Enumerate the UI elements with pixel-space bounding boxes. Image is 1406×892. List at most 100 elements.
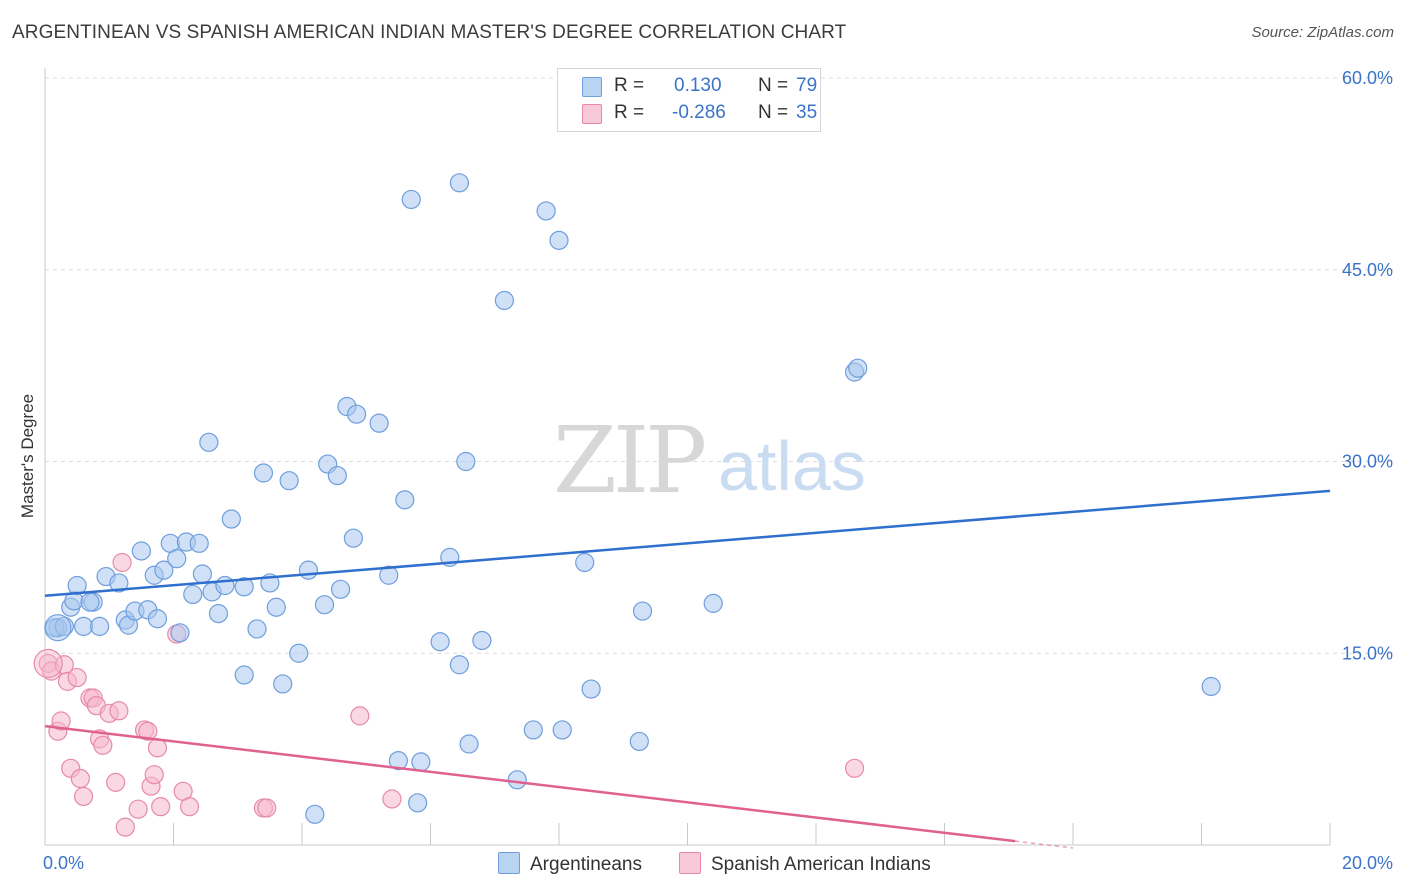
data-point-spanish-american-indians — [106, 772, 126, 792]
data-point-spanish-american-indians — [73, 786, 94, 807]
data-point-argentineans — [581, 679, 601, 699]
legend-r-label: R = — [614, 102, 645, 123]
data-point-argentineans — [848, 358, 868, 378]
data-point-argentineans — [1201, 676, 1221, 697]
y-tick-label: 60.0% — [1342, 68, 1393, 88]
data-point-argentineans — [73, 616, 94, 637]
data-point-argentineans — [289, 643, 309, 663]
data-point-spanish-american-indians — [844, 758, 865, 778]
data-point-argentineans — [379, 565, 399, 585]
legend-n-value: 79 — [796, 75, 818, 96]
tick-labels: 15.0% 30.0% 45.0% 60.0% 0.0% 20.0% — [43, 68, 1393, 873]
data-point-spanish-american-indians — [93, 735, 113, 755]
x-tick-label: 20.0% — [1342, 853, 1393, 873]
watermark: ZIP atlas — [553, 407, 866, 514]
data-point-spanish-american-indians — [67, 667, 87, 688]
legend-swatch-blue — [582, 77, 602, 97]
data-point-spanish-american-indians — [112, 552, 132, 573]
data-point-argentineans — [221, 509, 241, 529]
data-point-argentineans — [408, 793, 428, 813]
gridlines — [45, 77, 1395, 654]
data-point-argentineans — [430, 632, 450, 652]
data-point-argentineans — [167, 549, 187, 569]
legend-r-value: -0.286 — [672, 102, 726, 123]
data-point-spanish-american-indians — [128, 799, 148, 819]
chart-title: ARGENTINEAN VS SPANISH AMERICAN INDIAN M… — [12, 22, 847, 43]
bottom-legend-label: Spanish American Indians — [711, 854, 931, 875]
data-point-argentineans — [552, 720, 572, 740]
data-point-argentineans — [327, 465, 347, 486]
legend-r-label: R = — [614, 75, 645, 96]
bottom-legend-spanish-american-indians: Spanish American Indians — [679, 852, 931, 876]
data-point-argentineans — [234, 665, 254, 685]
data-point-argentineans — [549, 230, 569, 250]
data-point-argentineans — [279, 471, 299, 491]
data-point-spanish-american-indians — [70, 768, 90, 789]
data-point-argentineans — [401, 189, 421, 210]
data-point-argentineans — [536, 201, 556, 221]
data-point-argentineans — [494, 290, 514, 311]
data-point-argentineans — [247, 619, 267, 639]
data-point-argentineans — [273, 674, 293, 694]
data-point-argentineans — [703, 593, 723, 613]
bottom-legend-swatch-pink — [679, 852, 701, 874]
data-point-argentineans — [147, 609, 168, 629]
y-tick-label: 15.0% — [1342, 643, 1393, 663]
data-point-argentineans — [449, 655, 470, 675]
x-tick-label: 0.0% — [43, 853, 84, 873]
data-point-argentineans — [456, 451, 476, 472]
data-point-argentineans — [215, 575, 235, 596]
data-point-argentineans — [253, 463, 274, 483]
series-argentineans — [44, 173, 1221, 824]
trendline-argentineans — [44, 489, 1331, 597]
legend-r-value: 0.130 — [674, 75, 722, 96]
data-point-spanish-american-indians — [109, 701, 129, 721]
series-spanish-american-indians — [33, 552, 865, 837]
data-point-spanish-american-indians — [147, 738, 168, 758]
data-point-argentineans — [192, 564, 213, 584]
source-credit: Source: ZipAtlas.com — [1251, 24, 1394, 41]
trendline-spanish-american-indians — [44, 724, 1016, 843]
legend-n-label: N = — [758, 75, 789, 96]
data-point-spanish-american-indians — [144, 765, 164, 785]
y-tick-label: 30.0% — [1342, 452, 1393, 472]
bottom-legend-label: Argentineans — [530, 854, 642, 875]
data-point-argentineans — [154, 560, 174, 580]
data-point-argentineans — [507, 770, 527, 790]
data-point-spanish-american-indians — [350, 706, 370, 726]
data-point-spanish-american-indians — [51, 711, 71, 731]
data-point-spanish-american-indians — [179, 797, 200, 817]
data-point-argentineans — [131, 541, 151, 561]
data-point-spanish-american-indians — [257, 798, 277, 818]
data-point-spanish-american-indians — [33, 648, 63, 679]
data-point-spanish-american-indians — [382, 789, 402, 809]
legend-swatch-pink — [582, 104, 602, 124]
data-point-argentineans — [632, 601, 653, 621]
data-point-argentineans — [449, 173, 470, 193]
data-point-argentineans — [266, 597, 286, 617]
data-point-argentineans — [90, 616, 110, 637]
legend-n-value: 35 — [796, 102, 818, 123]
data-point-argentineans — [330, 579, 351, 599]
data-point-argentineans — [298, 560, 319, 580]
legend-n-label: N = — [758, 102, 789, 123]
trendline-extension — [1015, 840, 1074, 849]
data-point-argentineans — [472, 630, 492, 651]
data-point-argentineans — [411, 752, 431, 772]
data-point-spanish-american-indians — [115, 817, 135, 837]
data-point-argentineans — [80, 592, 100, 612]
watermark-zip: ZIP — [553, 407, 704, 514]
data-point-argentineans — [109, 573, 129, 593]
data-point-argentineans — [388, 751, 408, 771]
data-point-argentineans — [369, 413, 389, 433]
data-point-argentineans — [170, 623, 190, 643]
bottom-legend-argentineans: Argentineans — [498, 852, 642, 876]
data-point-argentineans — [459, 734, 479, 754]
data-point-argentineans — [347, 404, 367, 424]
trend-lines — [44, 489, 1331, 849]
data-point-argentineans — [523, 720, 543, 740]
axes — [44, 68, 1331, 846]
data-point-argentineans — [183, 584, 203, 605]
data-point-argentineans — [314, 595, 335, 615]
